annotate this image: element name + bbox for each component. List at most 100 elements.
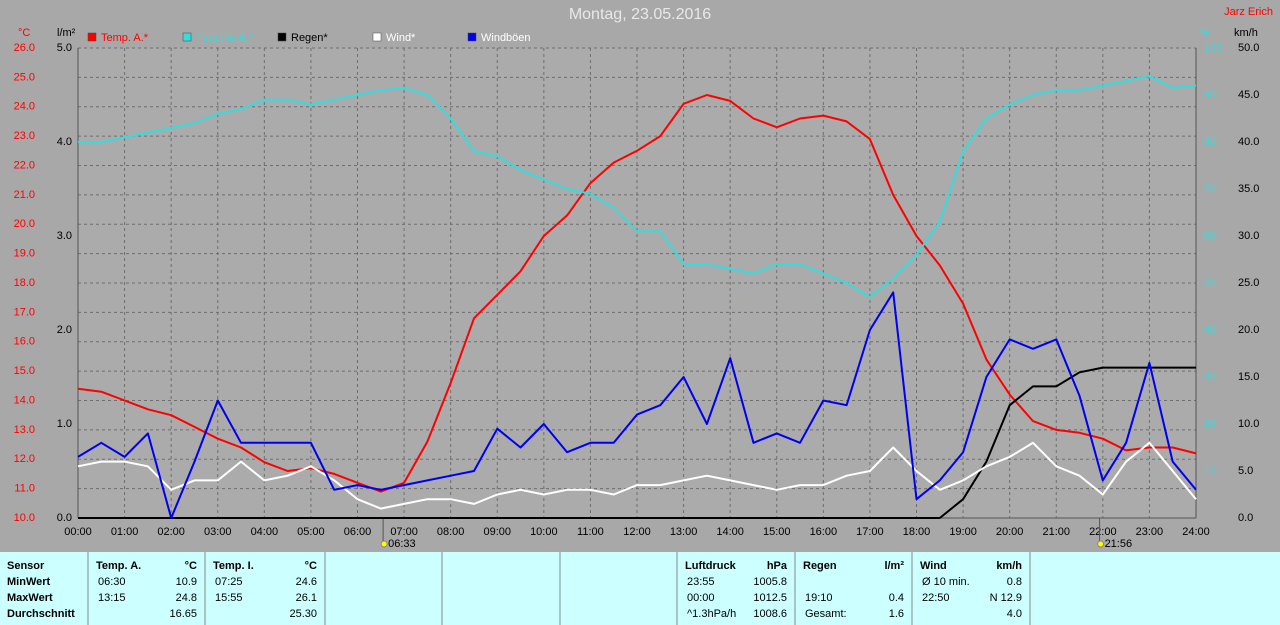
x-tick-label: 03:00 [204, 526, 232, 538]
y-tick-label: 100 [1204, 42, 1222, 54]
cell-value: 16.65 [169, 608, 197, 620]
x-tick-label: 07:00 [390, 526, 418, 538]
cell-label: 22:50 [922, 592, 950, 604]
series-line [78, 75, 1197, 299]
y-tick-label: 15.0 [14, 365, 35, 377]
legend-swatch [467, 32, 477, 42]
series-line [78, 366, 1196, 519]
cell-value: 24.6 [296, 576, 317, 588]
y-tick-label: 35.0 [1238, 183, 1259, 195]
legend-swatch [182, 32, 192, 42]
y-tick-label: 26.0 [14, 42, 35, 54]
axis-unit: % [1200, 27, 1210, 39]
legend-swatch [277, 32, 287, 42]
y-tick-label: 0.0 [57, 512, 72, 524]
x-tick-label: 00:00 [64, 526, 92, 538]
cell-label: ^1.3hPa/h [687, 608, 736, 620]
legend-label: Temp. A.* [101, 32, 149, 44]
x-tick-label: 19:00 [949, 526, 977, 538]
cell-label: 19:10 [805, 592, 833, 604]
y-tick-label: 13.0 [14, 424, 35, 436]
y-tick-label: 0.0 [1238, 512, 1253, 524]
cell-value: 1005.8 [753, 576, 787, 588]
cell-value: 1008.6 [753, 608, 787, 620]
x-tick-label: 17:00 [856, 526, 884, 538]
y-tick-label: 20 [1204, 418, 1216, 430]
x-tick-label: 22:00 [1089, 526, 1117, 538]
column-unit: hPa [767, 560, 788, 572]
legend-label: Windböen [481, 32, 531, 44]
y-tick-label: 11.0 [14, 483, 35, 495]
y-tick-label: 50.0 [1238, 42, 1259, 54]
x-tick-label: 10:00 [530, 526, 558, 538]
cell-value: N 12.9 [990, 592, 1022, 604]
x-tick-label: 16:00 [810, 526, 838, 538]
x-tick-label: 13:00 [670, 526, 698, 538]
sun-label: 21:56 [1105, 538, 1133, 550]
x-tick-label: 14:00 [716, 526, 744, 538]
row-label: Durchschnitt [7, 608, 75, 620]
y-tick-label: 15.0 [1238, 371, 1259, 383]
y-tick-label: 22.0 [14, 159, 35, 171]
axis-unit: l/m² [57, 27, 76, 39]
y-tick-label: 30 [1204, 371, 1216, 383]
y-tick-label: 80 [1204, 136, 1216, 148]
legend-label: Wind* [386, 32, 416, 44]
column-unit: l/m² [884, 560, 904, 572]
x-tick-label: 06:00 [344, 526, 372, 538]
y-tick-label: 23.0 [14, 130, 35, 142]
row-label: MinWert [7, 576, 51, 588]
x-tick-label: 18:00 [903, 526, 931, 538]
x-tick-label: 01:00 [111, 526, 139, 538]
cell-label: Gesamt: [805, 608, 847, 620]
x-tick-label: 12:00 [623, 526, 651, 538]
x-tick-label: 24:00 [1182, 526, 1210, 538]
y-tick-label: 2.0 [57, 324, 72, 336]
series-line [77, 441, 1197, 510]
y-tick-label: 24.0 [14, 101, 35, 113]
y-tick-label: 25.0 [14, 71, 35, 83]
y-tick-label: 25.0 [1238, 277, 1259, 289]
cell-value: 0.8 [1007, 576, 1022, 588]
axis-unit: °C [18, 27, 30, 39]
y-tick-label: 1.0 [57, 418, 72, 430]
sun-icon [380, 540, 388, 548]
y-tick-label: 5.0 [57, 42, 72, 54]
y-tick-label: 12.0 [14, 453, 35, 465]
stats-panel [0, 552, 1280, 625]
y-tick-label: 40.0 [1238, 136, 1259, 148]
cell-label: 13:15 [98, 592, 126, 604]
x-tick-label: 09:00 [483, 526, 511, 538]
y-tick-label: 4.0 [57, 136, 72, 148]
sun-icon [1097, 540, 1105, 548]
x-tick-label: 20:00 [996, 526, 1024, 538]
chart-title: Montag, 23.05.2016 [569, 6, 711, 23]
series-line [77, 94, 1197, 493]
legend-swatch [87, 32, 97, 42]
cell-value: 24.8 [176, 592, 197, 604]
x-tick-label: 05:00 [297, 526, 325, 538]
cell-label: 23:55 [687, 576, 715, 588]
y-tick-label: 21.0 [14, 189, 35, 201]
x-tick-label: 04:00 [251, 526, 279, 538]
legend-swatch [372, 32, 382, 42]
y-tick-label: 10 [1204, 465, 1216, 477]
x-tick-label: 21:00 [1042, 526, 1070, 538]
y-tick-label: 60 [1204, 230, 1216, 242]
y-tick-label: 3.0 [57, 230, 72, 242]
y-tick-label: 16.0 [14, 336, 35, 348]
y-tick-label: 90 [1204, 89, 1216, 101]
row-label: Sensor [7, 560, 45, 572]
column-title: Luftdruck [685, 560, 737, 572]
y-tick-label: 40 [1204, 324, 1216, 336]
cell-value: 0.4 [889, 592, 904, 604]
cell-value: 25.30 [289, 608, 317, 620]
row-label: MaxWert [7, 592, 53, 604]
x-tick-label: 02:00 [157, 526, 185, 538]
axis-unit: km/h [1234, 27, 1258, 39]
column-title: Temp. A. [96, 560, 141, 572]
x-tick-label: 15:00 [763, 526, 791, 538]
y-tick-label: 20.0 [1238, 324, 1259, 336]
column-unit: °C [185, 560, 197, 572]
cell-label: 07:25 [215, 576, 243, 588]
